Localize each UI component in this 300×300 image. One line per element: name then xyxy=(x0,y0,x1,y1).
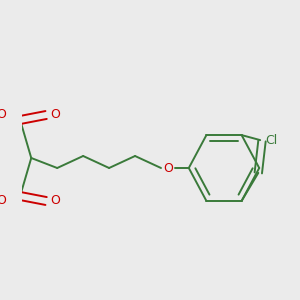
Text: Cl: Cl xyxy=(265,134,278,147)
Text: O: O xyxy=(50,109,60,122)
Text: O: O xyxy=(0,194,7,208)
Text: O: O xyxy=(164,161,173,175)
Text: O: O xyxy=(0,109,7,122)
Text: O: O xyxy=(50,194,60,208)
